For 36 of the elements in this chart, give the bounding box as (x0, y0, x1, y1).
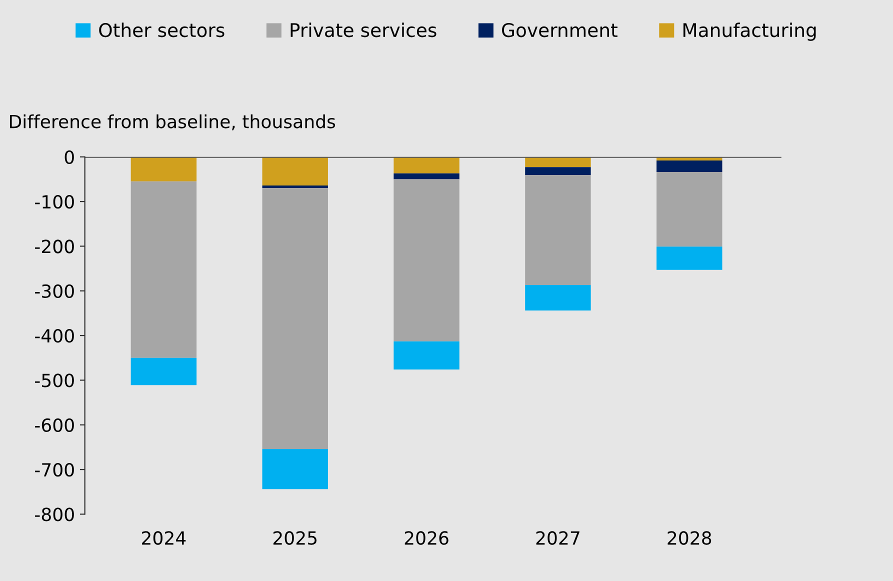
bar (656, 160, 722, 172)
legend-label: Private services (290, 22, 436, 38)
x-tick-label: 2026 (404, 531, 448, 545)
y-tick-label: -200 (35, 240, 74, 254)
x-tick-label: 2028 (668, 531, 712, 545)
x-tick-label: 2027 (536, 531, 580, 545)
bar (130, 358, 197, 386)
bar (525, 167, 591, 176)
y-tick-label: -100 (35, 194, 74, 209)
bar (394, 179, 460, 342)
legend-label: Manufacturing (683, 22, 816, 41)
legend-label: Other sectors (99, 22, 224, 38)
bar (130, 156, 197, 182)
bar (656, 172, 722, 247)
y-tick-label: -800 (35, 508, 74, 522)
bar (394, 156, 460, 174)
x-tick-label: 2025 (273, 531, 317, 545)
legend-label: Government (502, 23, 618, 38)
y-tick-label: 0 (64, 150, 74, 164)
y-axis-title: Difference from baseline, thousands (10, 114, 336, 130)
bar (394, 341, 460, 370)
bar (262, 448, 328, 490)
bar (656, 246, 722, 270)
y-tick-label: -700 (35, 462, 74, 477)
bar (130, 181, 197, 358)
bar (394, 173, 460, 180)
bar (262, 185, 328, 188)
y-tick-label: -300 (35, 284, 74, 298)
x-tick-label: 2024 (142, 531, 186, 545)
bar (525, 175, 591, 286)
bar (525, 285, 591, 311)
y-tick-label: -400 (35, 328, 74, 343)
bar (262, 156, 328, 186)
bar (262, 188, 328, 449)
y-tick-label: -600 (35, 418, 74, 432)
y-tick-label: -500 (35, 374, 74, 388)
